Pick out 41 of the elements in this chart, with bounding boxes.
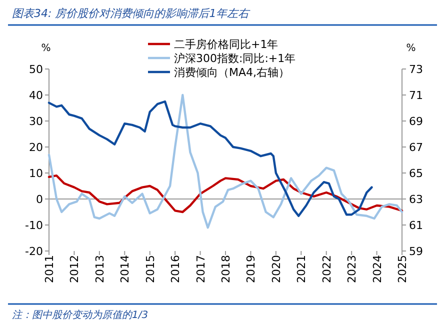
line-series: [48, 94, 404, 229]
x-tick-label: 2012: [68, 255, 82, 283]
x-tick-label: 2018: [220, 255, 232, 283]
x-tick-label: 2017: [194, 255, 208, 283]
x-tick-label: 2023: [346, 255, 359, 283]
line-series: [48, 100, 373, 217]
x-tick-label: 2011: [43, 255, 56, 283]
y-tick-label: 40: [29, 89, 43, 102]
y2-axis-title: %: [406, 43, 416, 54]
x-tick-label: 2024: [370, 255, 384, 283]
x-tick-label: 2015: [144, 255, 157, 283]
x-tick-label: 2020: [270, 255, 283, 283]
legend-label: 二手房价格同比+1年: [174, 38, 278, 51]
y2-tick-label: 71: [409, 89, 423, 102]
y-tick-label: 10: [29, 167, 43, 180]
legend-label: 消费倾向（MA4,右轴）: [174, 66, 290, 79]
y2-tick-label: 63: [409, 193, 423, 206]
y-tick-label: -20: [25, 245, 43, 258]
y-axis-title: %: [41, 43, 51, 54]
x-tick-label: 2013: [93, 255, 106, 283]
x-tick-label: 2014: [118, 255, 132, 283]
x-tick-label: 2016: [169, 255, 182, 283]
line-series: [48, 174, 404, 214]
y2-tick-label: 61: [409, 219, 423, 232]
y2-tick-label: 59: [409, 245, 423, 258]
y-tick-label: 20: [29, 141, 43, 154]
x-tick-label: 2022: [320, 255, 334, 283]
legend-label: 沪深300指数:同比:+1年: [174, 52, 296, 65]
text: 注：图中股价变动为原值的1/3: [12, 309, 148, 321]
x-tick-label: 2025: [396, 255, 409, 283]
x-tick-label: 2019: [244, 255, 258, 283]
y2-tick-label: 65: [409, 167, 423, 180]
y2-tick-label: 69: [409, 115, 423, 128]
y-tick-label: 30: [29, 115, 43, 128]
y2-tick-label: 67: [409, 141, 423, 154]
y-tick-label: 0: [36, 193, 43, 206]
chart-title: 图表34: 房价股价对消费倾向的影响滞后1年左右: [12, 7, 252, 20]
y-tick-label: 50: [29, 63, 43, 76]
x-tick-label: 2021: [295, 255, 308, 283]
y-tick-label: -10: [25, 219, 43, 232]
y2-tick-label: 73: [409, 63, 423, 76]
